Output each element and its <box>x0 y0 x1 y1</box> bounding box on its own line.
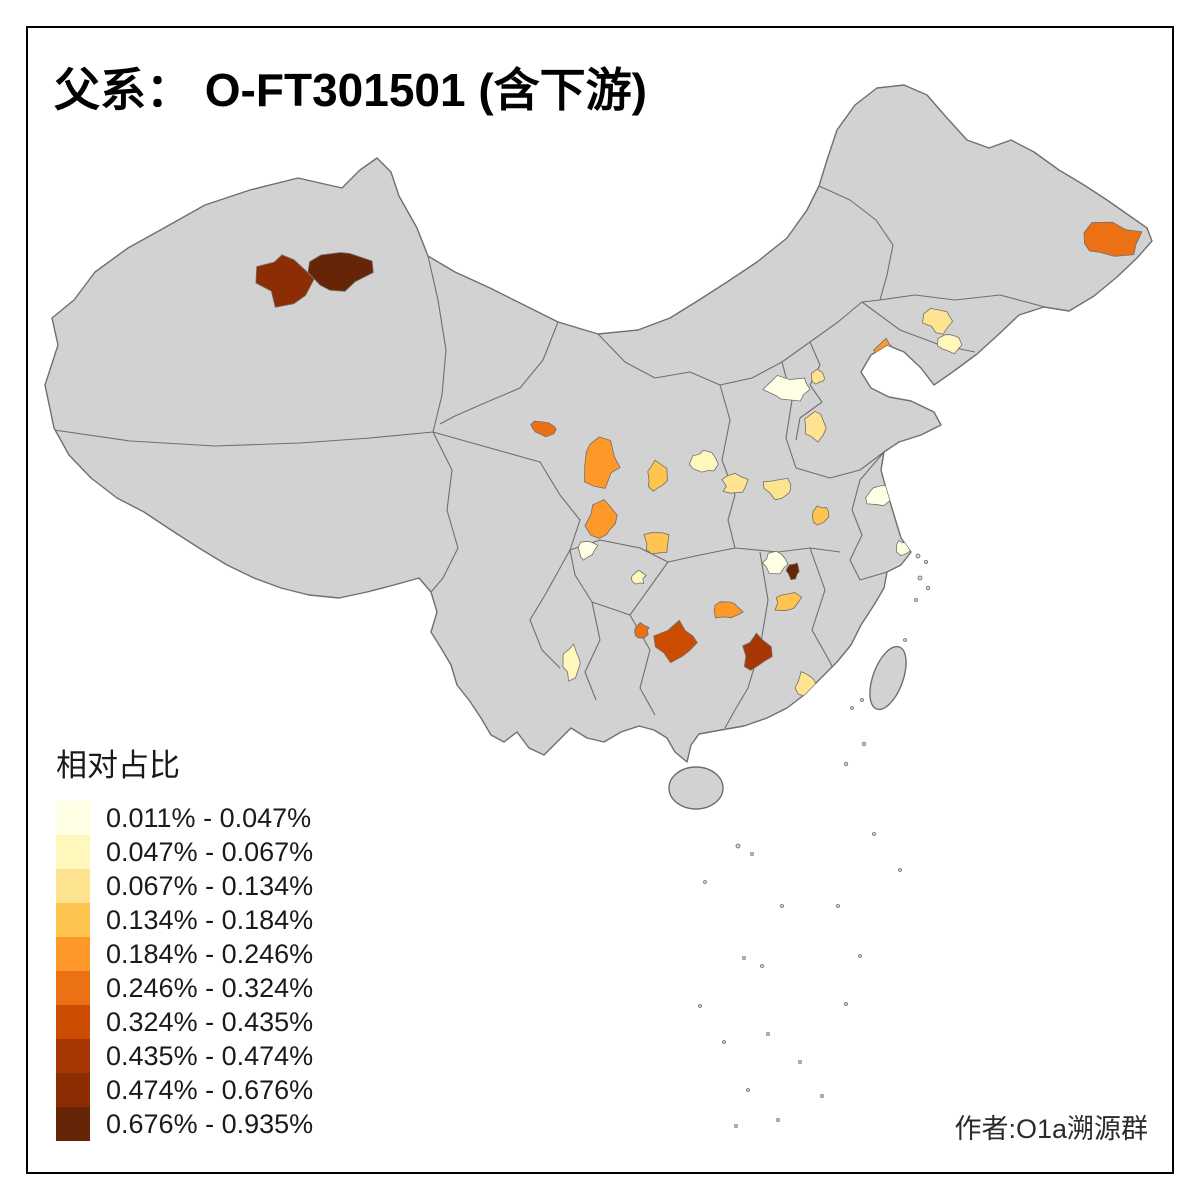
province-borders <box>53 185 1046 729</box>
legend-label: 0.184% - 0.246% <box>106 938 314 969</box>
legend-row: 0.134% - 0.184% <box>56 903 313 937</box>
legend: 相对占比 0.011% - 0.047% 0.047% - 0.067% 0.0… <box>56 740 313 1141</box>
map-region-r12 <box>647 459 668 492</box>
legend-swatch <box>56 1073 90 1107</box>
map-region-r2 <box>307 252 374 292</box>
map-region-r10 <box>530 420 557 438</box>
legend-label: 0.134% - 0.184% <box>106 904 314 935</box>
map-region-r4 <box>922 307 954 335</box>
hainan-island <box>668 766 724 810</box>
credit: 作者:O1a溯源群 <box>954 1114 1148 1144</box>
map-region-r13 <box>688 449 719 473</box>
legend-row: 0.474% - 0.676% <box>56 1073 313 1107</box>
legend-label: 0.435% - 0.474% <box>106 1040 314 1071</box>
legend-swatch <box>56 971 90 1005</box>
legend-entries: 0.011% - 0.047% 0.047% - 0.067% 0.067% -… <box>56 801 313 1141</box>
legend-label: 0.246% - 0.324% <box>106 972 314 1003</box>
legend-label: 0.474% - 0.676% <box>106 1074 314 1105</box>
legend-row: 0.246% - 0.324% <box>56 971 313 1005</box>
map-region-r26 <box>774 592 803 612</box>
legend-title: 相对占比 <box>56 748 180 783</box>
map-region-r5 <box>937 334 963 355</box>
legend-row: 0.324% - 0.435% <box>56 1005 313 1039</box>
map-region-r27 <box>634 621 650 639</box>
map-region-r30 <box>562 643 581 682</box>
map-region-r14 <box>721 472 749 494</box>
legend-label: 0.011% - 0.047% <box>106 802 312 833</box>
legend-label: 0.047% - 0.067% <box>106 836 314 867</box>
legend-row: 0.435% - 0.474% <box>56 1039 313 1073</box>
map-region-r20 <box>577 540 599 561</box>
legend-swatch <box>56 1039 90 1073</box>
map-region-r8 <box>811 368 826 385</box>
map-region-r15 <box>762 477 792 501</box>
map-region-r7 <box>762 374 811 402</box>
map-region-r19 <box>584 499 618 539</box>
legend-swatch <box>56 869 90 903</box>
legend-row: 0.676% - 0.935% <box>56 1107 313 1141</box>
legend-label: 0.067% - 0.134% <box>106 870 314 901</box>
legend-label: 0.676% - 0.935% <box>106 1108 314 1139</box>
highlight-regions <box>255 221 1143 699</box>
legend-swatch <box>56 903 90 937</box>
map-region-r28 <box>653 619 698 664</box>
legend-row: 0.184% - 0.246% <box>56 937 313 971</box>
map-region-r3 <box>1083 221 1143 257</box>
map-region-r25 <box>713 601 744 619</box>
legend-swatch <box>56 1005 90 1039</box>
legend-row: 0.047% - 0.067% <box>56 835 313 869</box>
map-region-r16 <box>811 505 830 526</box>
legend-row: 0.011% - 0.047% <box>56 801 313 835</box>
map-region-r22 <box>630 569 647 585</box>
sea-islets <box>698 553 931 1128</box>
legend-swatch <box>56 801 90 835</box>
map-region-r21 <box>643 532 670 555</box>
map-region-r23 <box>761 550 789 575</box>
map-region-r24 <box>785 562 800 581</box>
map-region-r11 <box>584 436 621 489</box>
taiwan-island <box>869 645 907 711</box>
legend-swatch <box>56 937 90 971</box>
map-title: 父系： O-FT301501 (含下游) <box>54 64 647 116</box>
map-region-r29 <box>742 632 773 671</box>
legend-label: 0.324% - 0.435% <box>106 1006 314 1037</box>
china-mainland-outline <box>44 84 1153 763</box>
map-region-r9 <box>804 410 827 443</box>
legend-row: 0.067% - 0.134% <box>56 869 313 903</box>
legend-swatch <box>56 1107 90 1141</box>
map-region-r1 <box>255 254 315 308</box>
legend-swatch <box>56 835 90 869</box>
